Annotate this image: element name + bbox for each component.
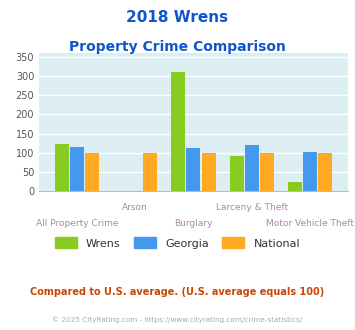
- Text: Arson: Arson: [122, 203, 148, 212]
- Bar: [143, 153, 157, 191]
- Bar: [202, 153, 215, 191]
- Bar: [288, 182, 302, 191]
- Bar: [245, 145, 259, 191]
- Bar: [230, 156, 244, 191]
- Text: All Property Crime: All Property Crime: [36, 219, 118, 228]
- Text: Larceny & Theft: Larceny & Theft: [216, 203, 288, 212]
- Legend: Wrens, Georgia, National: Wrens, Georgia, National: [52, 234, 303, 252]
- Bar: [186, 148, 201, 191]
- Text: © 2025 CityRating.com - https://www.cityrating.com/crime-statistics/: © 2025 CityRating.com - https://www.city…: [53, 317, 302, 323]
- Text: Motor Vehicle Theft: Motor Vehicle Theft: [266, 219, 354, 228]
- Bar: [260, 153, 274, 191]
- Text: Property Crime Comparison: Property Crime Comparison: [69, 40, 286, 53]
- Bar: [55, 145, 69, 191]
- Text: 2018 Wrens: 2018 Wrens: [126, 10, 229, 25]
- Text: Compared to U.S. average. (U.S. average equals 100): Compared to U.S. average. (U.S. average …: [31, 287, 324, 297]
- Text: Burglary: Burglary: [174, 219, 213, 228]
- Bar: [318, 153, 332, 191]
- Bar: [85, 153, 99, 191]
- Bar: [303, 152, 317, 191]
- Bar: [70, 147, 84, 191]
- Bar: [171, 72, 185, 191]
